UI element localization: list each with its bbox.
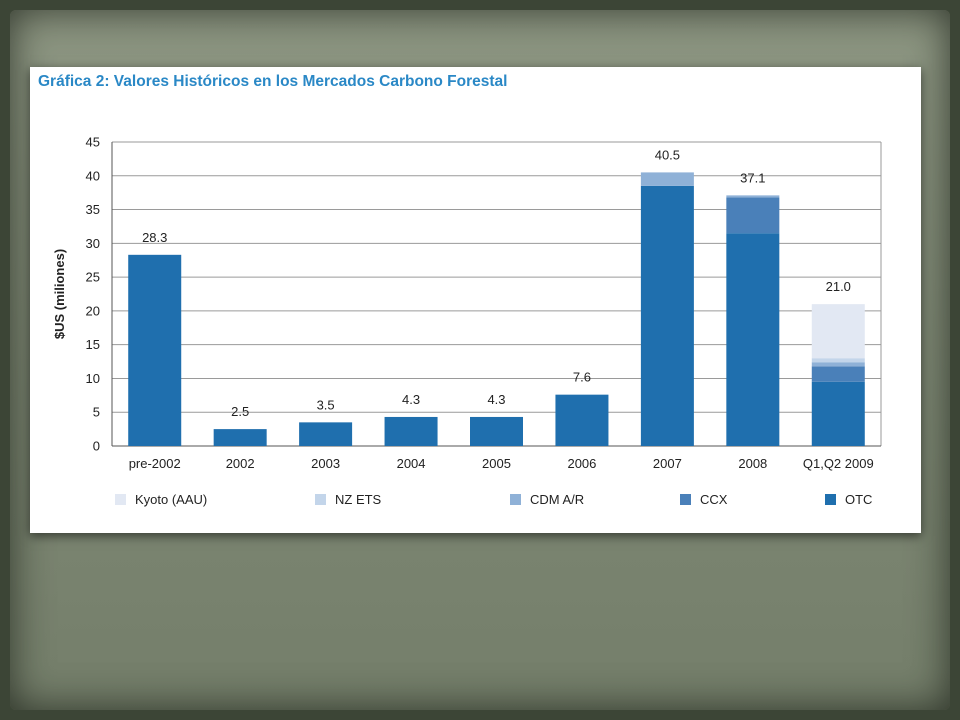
chart-title: Gráfica 2: Valores Históricos en los Mer… (38, 73, 508, 90)
y-tick-label: 20 (86, 303, 100, 318)
bar-segment-nz-ets (811, 358, 865, 363)
bar-segment-cdm-a-r (640, 172, 694, 186)
data-label: 37.1 (740, 170, 765, 185)
x-tick-label: 2002 (226, 456, 255, 471)
legend-label: NZ ETS (335, 492, 382, 507)
x-tick-label: 2004 (397, 456, 426, 471)
bar-segment-otc (128, 254, 182, 446)
x-tick-label: 2008 (738, 456, 767, 471)
x-tick-label: pre-2002 (129, 456, 181, 471)
y-tick-label: 35 (86, 202, 100, 217)
data-label: 7.6 (573, 370, 591, 385)
bar-segment-ccx (726, 197, 780, 234)
data-label: 4.3 (402, 392, 420, 407)
x-tick-label: 2003 (311, 456, 340, 471)
bar-segment-cdm-a-r (811, 362, 865, 367)
bar-segment-otc (726, 233, 780, 446)
y-tick-label: 30 (86, 236, 100, 251)
data-label: 2.5 (231, 404, 249, 419)
legend-swatch (510, 494, 521, 505)
x-tick-label: 2006 (567, 456, 596, 471)
x-tick-label: Q1,Q2 2009 (803, 456, 874, 471)
legend-label: Kyoto (AAU) (135, 492, 207, 507)
data-label: 40.5 (655, 147, 680, 162)
y-tick-label: 40 (86, 168, 100, 183)
bar-segment-cdm-a-r (726, 195, 780, 198)
bar-segment-kyoto-aau- (811, 304, 865, 359)
bar-segment-otc (470, 416, 523, 446)
bar-chart: 0 5 10 15 20 25 30 35 40 45 $US (miliones) 28.3 pre-… (52, 135, 882, 507)
bar-segment-ccx (811, 366, 865, 382)
y-tick-label: 10 (86, 371, 100, 386)
x-tick-label: 2005 (482, 456, 511, 471)
y-tick-label: 15 (86, 337, 100, 352)
y-tick-label: 25 (86, 270, 100, 285)
x-tick-label: 2007 (653, 456, 682, 471)
y-tick-label: 0 (93, 439, 100, 454)
legend-swatch (115, 494, 126, 505)
data-label: 3.5 (317, 397, 335, 412)
data-label: 28.3 (142, 230, 167, 245)
y-tick-label: 45 (86, 135, 100, 150)
data-label: 4.3 (487, 392, 505, 407)
legend-label: CCX (700, 492, 728, 507)
chart-card: Gráfica 2: Valores Históricos en los Mer… (30, 67, 921, 533)
legend-label: OTC (845, 492, 872, 507)
bar-segment-otc (555, 394, 609, 446)
legend-swatch (315, 494, 326, 505)
bar-segment-otc (640, 185, 694, 446)
bar-segment-otc (384, 416, 438, 446)
bar-segment-otc (299, 422, 353, 446)
legend-swatch (680, 494, 691, 505)
data-label: 21.0 (826, 279, 851, 294)
legend-label: CDM A/R (530, 492, 584, 507)
legend-swatch (825, 494, 836, 505)
bar-segment-otc (213, 429, 267, 446)
y-axis-label: $US (miliones) (52, 249, 67, 339)
y-tick-label: 5 (93, 405, 100, 420)
bar-segment-otc (811, 381, 865, 446)
